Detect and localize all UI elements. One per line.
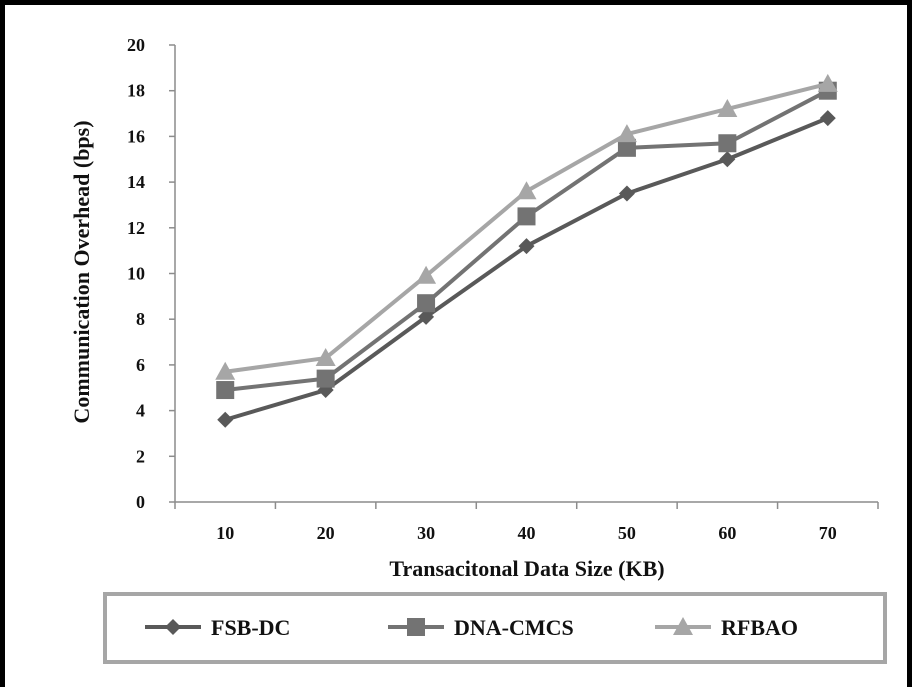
y-tick-label: 6 bbox=[136, 355, 145, 375]
y-tick-label: 20 bbox=[127, 35, 145, 55]
data-point-fsb-dc bbox=[518, 238, 535, 255]
data-point-rfbao bbox=[717, 98, 738, 117]
data-point-rfbao bbox=[215, 361, 236, 380]
legend-item-rfbao: RFBAO bbox=[655, 615, 798, 640]
legend: FSB-DC DNA-CMCS RFBAO bbox=[103, 592, 887, 664]
y-tick-label: 2 bbox=[136, 446, 145, 466]
data-point-fsb-dc bbox=[418, 308, 435, 325]
y-tick-label: 0 bbox=[136, 492, 145, 512]
data-point-dna-cmcs bbox=[216, 381, 235, 400]
y-axis-ticks: 0 2 4 6 8 10 12 14 16 18 20 bbox=[127, 35, 175, 512]
y-tick-label: 14 bbox=[127, 172, 145, 192]
legend-item-dna-cmcs: DNA-CMCS bbox=[388, 615, 574, 640]
data-point-fsb-dc bbox=[618, 185, 635, 202]
data-point-dna-cmcs bbox=[718, 134, 737, 153]
x-tick-label: 50 bbox=[618, 523, 636, 543]
series-group bbox=[215, 73, 838, 428]
y-axis-title: Communication Overhead (bps) bbox=[69, 120, 94, 423]
x-tick-label: 20 bbox=[317, 523, 335, 543]
data-point-rfbao bbox=[315, 348, 336, 367]
y-tick-label: 12 bbox=[127, 218, 145, 238]
legend-marker-fsb-dc bbox=[165, 619, 181, 635]
legend-marker-dna-cmcs bbox=[407, 618, 425, 636]
legend-item-fsb-dc: FSB-DC bbox=[145, 615, 290, 640]
x-tick-label: 40 bbox=[518, 523, 536, 543]
y-tick-label: 10 bbox=[127, 264, 145, 284]
data-point-rfbao bbox=[616, 124, 637, 143]
legend-label-rfbao: RFBAO bbox=[721, 615, 798, 640]
data-point-rfbao bbox=[817, 73, 838, 92]
legend-box bbox=[103, 592, 887, 664]
series-rfbao bbox=[215, 73, 838, 380]
legend-items: FSB-DC DNA-CMCS RFBAO bbox=[145, 615, 798, 640]
y-tick-label: 16 bbox=[127, 126, 145, 146]
data-point-dna-cmcs bbox=[316, 369, 335, 388]
data-point-dna-cmcs bbox=[617, 138, 636, 157]
data-point-fsb-dc bbox=[217, 411, 234, 428]
data-point-rfbao bbox=[416, 265, 437, 284]
data-point-rfbao bbox=[516, 181, 537, 200]
x-tick-label: 70 bbox=[819, 523, 837, 543]
data-point-dna-cmcs bbox=[417, 294, 436, 313]
data-point-dna-cmcs bbox=[517, 207, 536, 226]
y-tick-label: 4 bbox=[136, 401, 145, 421]
x-tick-label: 10 bbox=[216, 523, 234, 543]
legend-label-fsb-dc: FSB-DC bbox=[211, 615, 290, 640]
y-tick-label: 8 bbox=[136, 309, 145, 329]
legend-label-dna-cmcs: DNA-CMCS bbox=[454, 615, 574, 640]
x-axis-ticks: 10 20 30 40 50 60 70 bbox=[174, 502, 879, 543]
series-line-fsb-dc bbox=[224, 116, 829, 422]
x-tick-label: 30 bbox=[417, 523, 435, 543]
data-point-fsb-dc bbox=[719, 151, 736, 168]
x-axis-title: Transacitonal Data Size (KB) bbox=[389, 556, 664, 581]
data-point-fsb-dc bbox=[819, 110, 836, 127]
series-line-rfbao bbox=[224, 81, 829, 374]
axes bbox=[174, 45, 878, 503]
x-tick-label: 60 bbox=[718, 523, 736, 543]
line-chart: 0 2 4 6 8 10 12 14 16 18 20 10 20 30 40 50 60 70 Communi… bbox=[69, 35, 887, 664]
legend-marker-rfbao bbox=[673, 617, 693, 635]
y-tick-label: 18 bbox=[127, 81, 145, 101]
